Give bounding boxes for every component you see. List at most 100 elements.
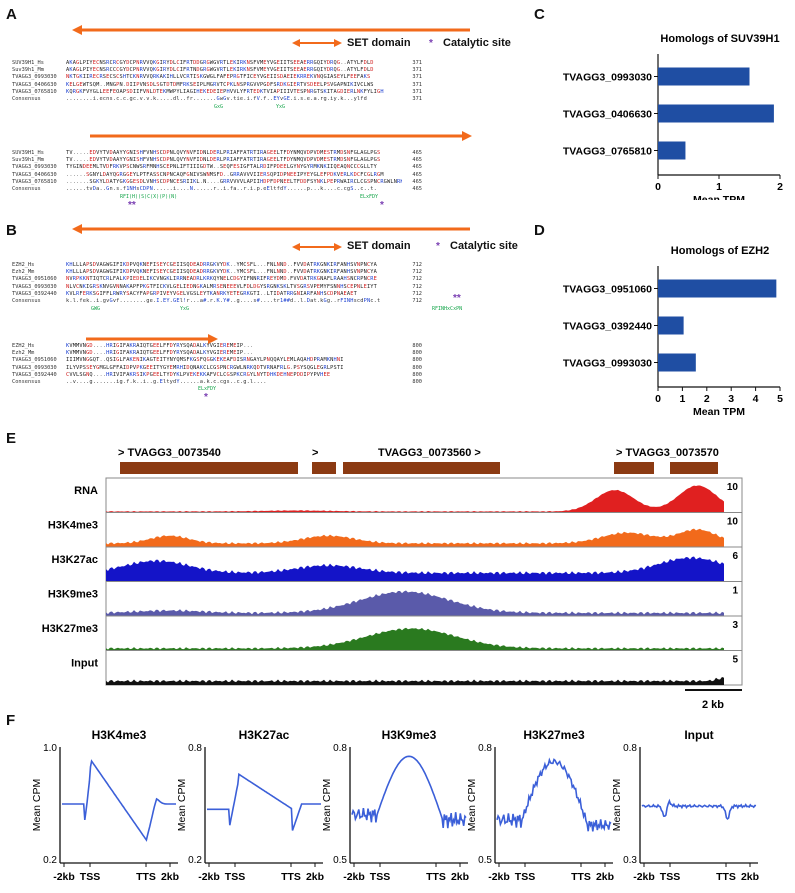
gene-label: > <box>312 447 318 459</box>
sequence-name: TVAGG3_0993030 <box>12 283 57 290</box>
gene-model <box>614 462 654 474</box>
sequence-residues: AKAGLPIYECNSRCCCGYDCPNRVVQKGIRYDLCIFRTND… <box>66 67 374 74</box>
sequence-position: 800 <box>412 371 422 378</box>
profile-title: H3K4me3 <box>92 728 147 742</box>
profile-y-max-label: 0.8 <box>478 743 492 754</box>
motif-label-gxg-a: GxG <box>214 104 224 110</box>
sequence-name: Consensus <box>12 186 41 193</box>
profile-y-min-label: 0.5 <box>333 855 347 866</box>
x-tick-label: 5 <box>777 393 783 405</box>
profile-x-tick-label: TTS <box>281 871 301 883</box>
bar-category-label: TVAGG3_0951060 <box>563 284 652 296</box>
alignment-row: TVAGG3_0765810 KQRGKFVYGLLEEFEOAPSDIIFVNL… <box>12 89 422 96</box>
alignment-row: Consensus ..v....g.......ig.f.k..i..g.Elt… <box>12 379 422 386</box>
sequence-position: 371 <box>412 96 422 103</box>
x-tick-label: 0 <box>655 393 661 405</box>
panel-b-arrows <box>72 224 470 344</box>
panel-letter-c: C <box>534 6 545 23</box>
sequence-position: 465 <box>412 150 422 156</box>
alignment-row: Consensus ......tvDa..Gn.s.f1NHsCDPN.....… <box>12 186 422 193</box>
coverage-track <box>106 485 724 513</box>
sequence-position: 465 <box>412 186 422 193</box>
profile-y-min-label: 0.2 <box>43 855 57 866</box>
profile-x-tick-label: -2kb <box>198 871 220 883</box>
coverage-track <box>106 556 724 582</box>
sequence-name: TVAGG3_0993030 <box>12 74 57 81</box>
sequence-position: 800 <box>412 379 422 386</box>
alignment-row: Ezh2_Mm KVMMVNGD....HRIGIFAKRAIQTGEELFFDY… <box>12 350 422 357</box>
gene-model <box>312 462 336 474</box>
track-name: H3K27me3 <box>42 623 98 635</box>
profile-x-tick-label: -2kb <box>343 871 365 883</box>
sequence-position: 712 <box>412 269 422 276</box>
sequence-residues: k.l.fek..i.gvGvf........ge.I.EY.GEl!r...… <box>66 298 381 305</box>
alignment-a-block1: SUV39H1_Hs AKAGLPIYECNSRCRCGYDCPNRVVQKGIR… <box>12 60 422 103</box>
scale-bar-label: 2 kb <box>702 699 724 711</box>
x-tick-label: 4 <box>753 393 759 405</box>
bar-category-label: TVAGG3_0765810 <box>563 146 652 158</box>
profile-y-max-label: 1.0 <box>43 743 57 754</box>
chart-title: Homologs of EZH2 <box>671 245 769 257</box>
profile-x-tick-label: 2kb <box>596 871 614 883</box>
profile-title: H3K9me3 <box>382 728 437 742</box>
motif-label-elxfdy-b: ELxFDY <box>198 386 217 392</box>
sequence-residues: NKTGKIIRECRSECSCSHTCKNRVVQRKAKIHLLVCRTIS… <box>66 74 371 81</box>
alignment-row: TVAGG3_0392440 KVLRFERKSGIFFLRWRYSACYFAPG… <box>12 291 422 298</box>
profile-line <box>351 755 467 829</box>
alignment-row: TVAGG3_0406630 KELGEWTSQM..MNGPN.DIIPVNSD… <box>12 82 422 89</box>
profile-y-min-label: 0.2 <box>188 855 202 866</box>
alignment-row: TVAGG3_0951060 IIIMVNGGQT..QSIGLFAKENIKAG… <box>12 357 422 364</box>
sequence-position: 800 <box>412 364 422 371</box>
sequence-residues: ILYVPSSEYGMGLGFFAIDPVPKGEEITYGYEMRHIDQNA… <box>66 364 344 371</box>
motif-label-elxfdy-a: ELxFDY <box>360 194 379 200</box>
alignment-row: TVAGG3_0951060 NVRPKKNTIQTCRLFALKPIEDELIK… <box>12 276 422 283</box>
catalytic-star-a1: ** <box>128 200 136 211</box>
panel-letter-d: D <box>534 222 545 239</box>
motif-label-gwg-b: GWG <box>91 306 101 312</box>
profile-title: H3K27ac <box>239 728 290 742</box>
alignment-row: Consensus k.l.fek..i.gvGvf........ge.I.EY… <box>12 298 422 305</box>
sequence-residues: IIIMVNGGQT..QSIGLFAKENIKAGTEITYNYQMSFKGS… <box>66 357 344 364</box>
bar-category-label: TVAGG3_0392440 <box>563 321 652 333</box>
sequence-residues: NVRPKKNTIQTCRLFALKPIEDELIKCVNGKLIRRNEADR… <box>66 276 377 283</box>
profile-y-min-label: 0.5 <box>478 855 492 866</box>
sequence-residues: KQRGKFVYGLLEEFEOAPSDIIFVNLDTEKMWPYLIAGIH… <box>66 88 384 95</box>
sequence-name: SUV39H1_Hs <box>12 150 44 156</box>
sequence-name: TVAGG3_0406630 <box>12 81 57 88</box>
sequence-position: 712 <box>412 283 422 290</box>
sequence-name: SUV39H1_Hs <box>12 60 44 66</box>
profile-title: H3K27me3 <box>523 728 585 742</box>
sequence-position: 800 <box>412 357 422 364</box>
x-axis-label: Mean TPM <box>693 406 745 418</box>
sequence-name: TVAGG3_0993030 <box>12 164 57 171</box>
panel-letter-f: F <box>6 712 16 729</box>
catalytic-star-legend-b: * <box>436 241 440 252</box>
bar <box>658 67 750 86</box>
track-name: H3K4me3 <box>48 520 98 532</box>
alignment-row: Consensus ........i.ecns.c.c.gc.v.v.k....… <box>12 96 422 103</box>
catalytic-star-b2: * <box>204 392 208 403</box>
profile-x-tick-label: 2kb <box>161 871 179 883</box>
bar-chart-c: Homologs of SUV39H1 TVAGG3_0993030 TVAGG3_… <box>563 33 783 200</box>
x-tick-label: 0 <box>655 181 661 193</box>
motif-label-yxg-b: YxG <box>180 306 190 312</box>
catalytic-label-a: Catalytic site <box>443 37 511 49</box>
alignment-row: TVAGG3_0993030 NKTGKIIRECRSECSCSHTCKNRVVQ… <box>12 74 422 81</box>
coverage-track <box>106 528 724 547</box>
sequence-residues: ........i.ecns.c.c.gc.v.v.k.....dl..fr..… <box>66 96 367 103</box>
x-axis-label: Mean TPM <box>693 194 745 200</box>
sequence-name: TVAGG3_0951060 <box>12 357 57 364</box>
alignment-b-block1: EZH2_Hs KHLLLAPSDVAGWGIFIKDPVQKNEFISEYCGE… <box>12 262 422 305</box>
profile-line <box>62 759 176 842</box>
sequence-residues: KVMMVNGD....HRIGIFAKRAIQTGEELFFDYRYSQADA… <box>66 350 254 357</box>
sequence-residues: .......SGKYLDATYGKGGESDLVNHSCDPNCESRIIKL… <box>66 178 402 185</box>
alignment-row: TVAGG3_0765810 .......SGKYLDATYGKGGESDLVN… <box>12 179 422 186</box>
sequence-name: EZH2_Hs <box>12 343 35 349</box>
profile-y-axis-label: Mean CPM <box>466 779 478 832</box>
bar-category-label: TVAGG3_0406630 <box>563 109 652 121</box>
sequence-name: Suv39h1_Mm <box>12 157 44 164</box>
sequence-name: TVAGG3_0765810 <box>12 178 57 185</box>
sequence-name: TVAGG3_0392440 <box>12 290 57 297</box>
x-tick-label: 1 <box>716 181 722 193</box>
panel-letter-b: B <box>6 222 17 239</box>
